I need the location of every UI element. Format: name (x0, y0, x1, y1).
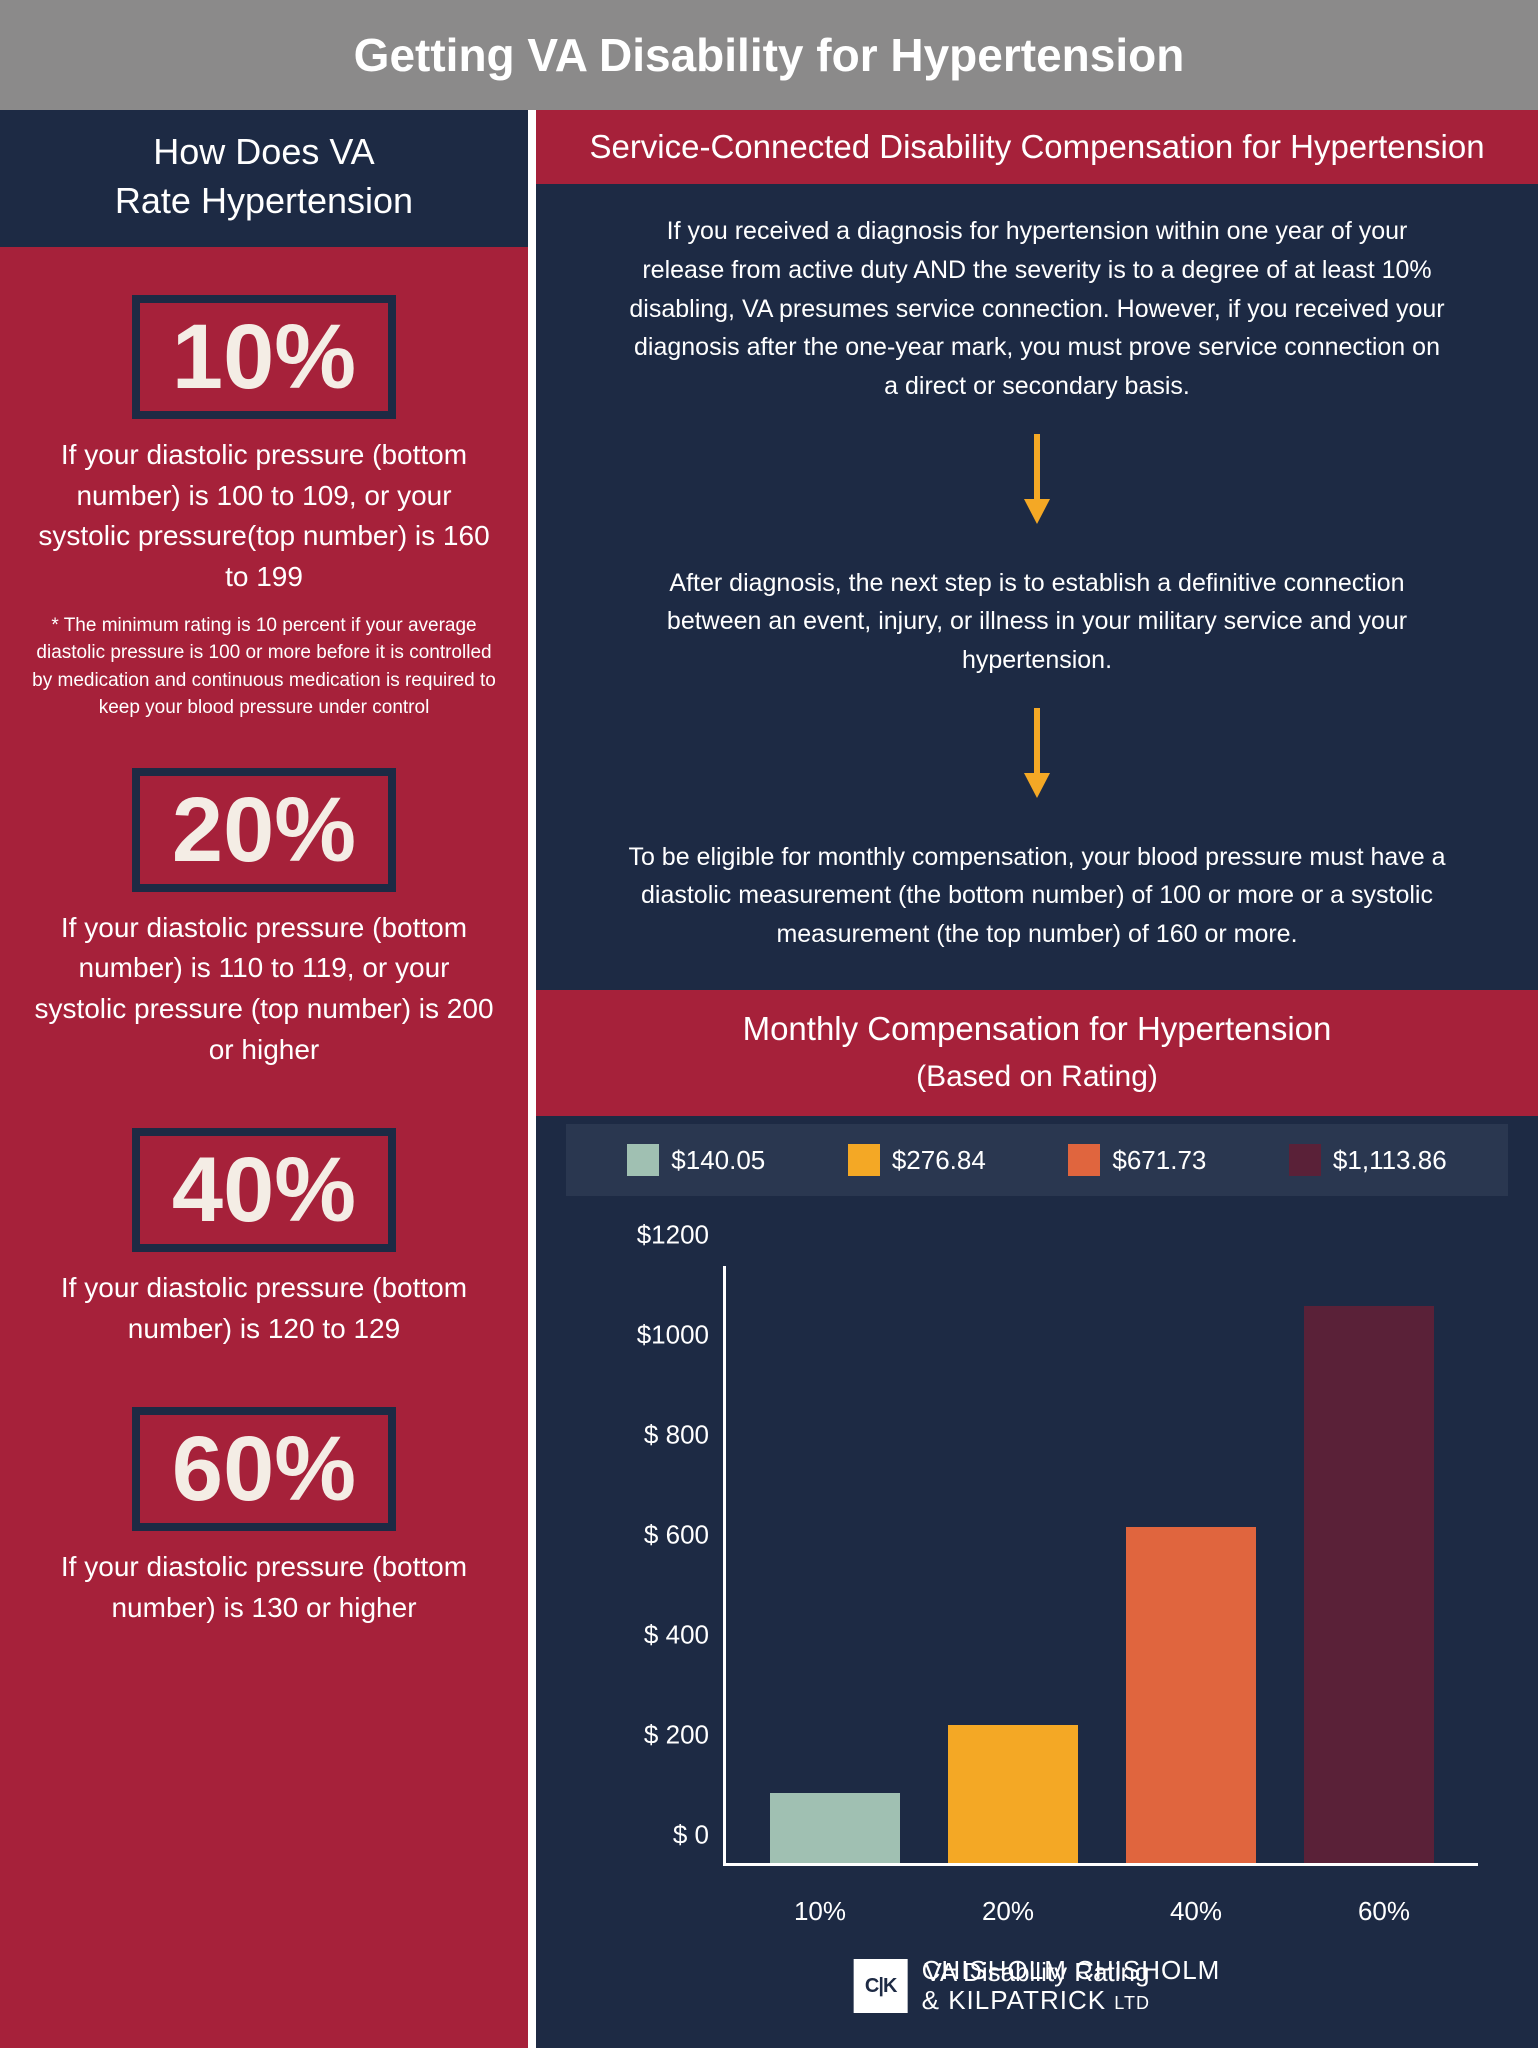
left-heading: How Does VA Rate Hypertension (0, 110, 528, 247)
legend-item: $276.84 (848, 1144, 986, 1176)
chart-bar (1304, 1306, 1434, 1863)
left-heading-l2: Rate Hypertension (115, 180, 413, 221)
rating-box-60: 60% (132, 1407, 396, 1531)
y-tick-label: $1200 (637, 1220, 709, 1251)
rating-box-40: 40% (132, 1128, 396, 1252)
logo-line1: CHISHOLM CHISHOLM (922, 1955, 1221, 1985)
footer-logo: C|K CHISHOLM CHISHOLM & KILPATRICK LTD (854, 1956, 1221, 2016)
columns: How Does VA Rate Hypertension 10% If you… (0, 110, 1538, 2048)
rating-pct: 20% (172, 779, 356, 881)
y-axis: $ 0$ 200$ 400$ 600$ 800$1000$1200 (596, 1266, 726, 1866)
ratings-list: 10% If your diastolic pressure (bottom n… (0, 247, 528, 2048)
legend-label: $276.84 (892, 1145, 986, 1176)
flow-step-3: To be eligible for monthly compensation,… (627, 838, 1447, 954)
title-bar: Getting VA Disability for Hypertension (0, 0, 1538, 110)
y-tick-label: $1000 (637, 1320, 709, 1351)
flow-heading: Service-Connected Disability Compensatio… (536, 110, 1538, 184)
logo-text: CHISHOLM CHISHOLM & KILPATRICK LTD (922, 1956, 1221, 2016)
chart-bar (770, 1793, 900, 1863)
y-tick-label: $ 400 (644, 1620, 709, 1651)
chart-heading-l1: Monthly Compensation for Hypertension (743, 1010, 1332, 1047)
legend-swatch (1289, 1144, 1321, 1176)
plot-area (726, 1266, 1478, 1866)
rating-pct: 10% (172, 306, 356, 408)
rating-pct: 40% (172, 1139, 356, 1241)
legend-item: $671.73 (1068, 1144, 1206, 1176)
chart-bar (948, 1725, 1078, 1863)
legend-label: $140.05 (671, 1145, 765, 1176)
chart-heading: Monthly Compensation for Hypertension (B… (536, 990, 1538, 1116)
y-tick-label: $ 0 (673, 1820, 709, 1851)
rating-desc: If your diastolic pressure (bottom numbe… (34, 1547, 494, 1628)
page-root: Getting VA Disability for Hypertension H… (0, 0, 1538, 2048)
y-tick-label: $ 800 (644, 1420, 709, 1451)
y-tick-label: $ 200 (644, 1720, 709, 1751)
legend-item: $1,113.86 (1289, 1144, 1447, 1176)
legend-swatch (627, 1144, 659, 1176)
chart-legend: $140.05 $276.84 $671.73 $1,113.86 (566, 1124, 1508, 1196)
chart-section: Monthly Compensation for Hypertension (B… (536, 990, 1538, 2048)
page-title: Getting VA Disability for Hypertension (354, 28, 1185, 82)
rating-desc: If your diastolic pressure (bottom numbe… (34, 1268, 494, 1349)
logo-suffix: LTD (1114, 1993, 1150, 2013)
legend-swatch (848, 1144, 880, 1176)
x-tick-label: 60% (1319, 1896, 1449, 1927)
arrow-down-icon (1022, 708, 1052, 798)
x-tick-label: 20% (943, 1896, 1073, 1927)
flow-body: If you received a diagnosis for hyperten… (536, 184, 1538, 990)
legend-label: $1,113.86 (1333, 1145, 1447, 1176)
legend-item: $140.05 (627, 1144, 765, 1176)
x-labels: 10% 20% 40% 60% (726, 1896, 1478, 1927)
rating-box-20: 20% (132, 768, 396, 892)
legend-label: $671.73 (1112, 1145, 1206, 1176)
rating-desc: If your diastolic pressure (bottom numbe… (34, 908, 494, 1070)
logo-mark-icon: C|K (854, 1959, 908, 2013)
flow-step-2: After diagnosis, the next step is to est… (627, 564, 1447, 680)
left-heading-l1: How Does VA (153, 131, 374, 172)
chart-heading-l2: (Based on Rating) (916, 1060, 1158, 1093)
x-tick-label: 40% (1131, 1896, 1261, 1927)
flow-step-1: If you received a diagnosis for hyperten… (627, 212, 1447, 406)
x-tick-label: 10% (755, 1896, 885, 1927)
rating-pct: 60% (172, 1418, 356, 1520)
legend-swatch (1068, 1144, 1100, 1176)
logo-line2: & KILPATRICK (922, 1985, 1106, 2015)
rating-note: * The minimum rating is 10 percent if yo… (29, 612, 499, 722)
rating-desc: If your diastolic pressure (bottom numbe… (34, 435, 494, 597)
bar-chart: $ 0$ 200$ 400$ 600$ 800$1000$1200 (596, 1266, 1478, 1866)
chart-bar (1126, 1527, 1256, 1863)
left-column: How Does VA Rate Hypertension 10% If you… (0, 110, 528, 2048)
y-tick-label: $ 600 (644, 1520, 709, 1551)
arrow-down-icon (1022, 434, 1052, 524)
right-column: Service-Connected Disability Compensatio… (536, 110, 1538, 2048)
rating-box-10: 10% (132, 295, 396, 419)
